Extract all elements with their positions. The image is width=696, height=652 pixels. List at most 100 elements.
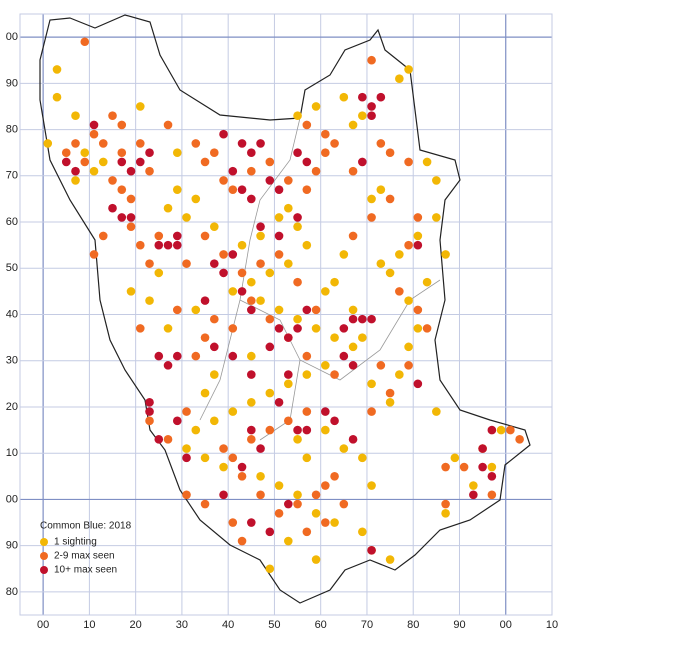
record-dot — [358, 111, 367, 121]
record-dot — [302, 527, 312, 537]
record-dot — [237, 472, 247, 481]
record-dot — [108, 203, 117, 213]
record-dot — [284, 370, 293, 379]
record-dot — [404, 342, 413, 352]
record-dot — [321, 481, 330, 490]
record-dot — [256, 222, 265, 231]
record-dot — [367, 194, 376, 204]
record-dot — [256, 472, 265, 481]
record-dot — [126, 166, 136, 176]
record-dot — [376, 185, 386, 194]
record-dot — [385, 555, 395, 564]
record-dot — [367, 314, 376, 324]
record-dot — [311, 166, 321, 176]
record-dot — [496, 425, 506, 435]
record-dot — [376, 139, 386, 148]
record-dot — [219, 490, 228, 500]
record-dot — [209, 222, 219, 231]
record-dot — [145, 166, 154, 176]
record-dot — [191, 305, 201, 315]
record-dot — [145, 259, 154, 268]
record-dot — [247, 370, 256, 379]
record-dot — [191, 139, 201, 148]
record-dot — [182, 213, 191, 222]
record-dot — [200, 231, 210, 241]
record-dot — [135, 324, 145, 333]
record-dot — [311, 324, 321, 333]
record-dot — [172, 185, 182, 194]
record-dot — [330, 277, 339, 287]
record-dot — [228, 250, 238, 259]
record-dot — [339, 351, 349, 361]
record-dot — [52, 92, 62, 102]
record-dot — [256, 444, 265, 453]
record-dot — [247, 148, 256, 157]
record-dot — [367, 407, 376, 416]
record-dot — [191, 351, 201, 361]
record-dot — [487, 472, 497, 481]
record-dot — [330, 518, 339, 527]
record-dot — [163, 120, 173, 130]
record-dot — [284, 259, 293, 268]
record-dot — [247, 194, 256, 204]
record-dot — [237, 185, 247, 194]
record-dot — [293, 314, 302, 324]
record-dot — [200, 388, 210, 398]
record-dot — [293, 111, 302, 121]
record-dot — [182, 444, 191, 453]
record-dot — [154, 351, 164, 361]
record-dot — [404, 157, 413, 167]
record-dot — [469, 490, 478, 500]
record-dot — [61, 157, 71, 167]
record-dot — [228, 407, 238, 416]
record-dot — [284, 536, 293, 546]
record-dot — [302, 351, 312, 361]
legend-title: Common Blue: 2018 — [40, 521, 132, 532]
record-dot — [413, 324, 423, 333]
record-dot — [404, 296, 413, 305]
record-dot — [367, 379, 376, 389]
record-dot — [321, 407, 330, 416]
record-dot — [311, 305, 321, 315]
record-dot — [219, 129, 228, 139]
record-dot — [52, 65, 62, 74]
record-dot — [80, 37, 90, 47]
record-dot — [395, 250, 404, 259]
record-dot — [311, 508, 321, 518]
record-dot — [154, 231, 164, 241]
record-dot — [358, 527, 367, 537]
record-dot — [135, 240, 145, 250]
record-dot — [237, 240, 247, 250]
legend-label: 2-9 max seen — [54, 551, 115, 562]
record-dot — [385, 268, 395, 278]
record-dot — [228, 287, 238, 296]
record-dot — [209, 314, 219, 324]
record-dot — [311, 490, 321, 500]
record-dot — [247, 518, 256, 527]
x-tick-label: 00 — [37, 619, 49, 631]
record-dot — [228, 453, 238, 463]
record-dot — [265, 527, 275, 537]
record-dot — [71, 176, 80, 185]
record-dot — [284, 333, 293, 342]
record-dot — [265, 342, 275, 352]
record-dot — [265, 388, 275, 398]
record-dot — [330, 370, 339, 379]
record-dot — [441, 508, 450, 518]
record-dot — [413, 213, 423, 222]
record-dot — [209, 370, 219, 379]
record-dot — [182, 407, 191, 416]
legend-label: 1 sighting — [54, 537, 97, 548]
record-dot — [321, 425, 330, 435]
record-dot — [339, 324, 349, 333]
record-dot — [265, 425, 275, 435]
record-dot — [145, 416, 154, 426]
record-dot — [348, 314, 358, 324]
record-dot — [182, 259, 191, 268]
record-dot — [172, 305, 182, 315]
legend: Common Blue: 2018 1 sighting 2-9 max seen… — [40, 521, 132, 576]
record-dot — [293, 435, 302, 444]
x-tick-label: 90 — [453, 619, 465, 631]
record-dot — [182, 453, 191, 463]
record-dot — [61, 148, 71, 157]
